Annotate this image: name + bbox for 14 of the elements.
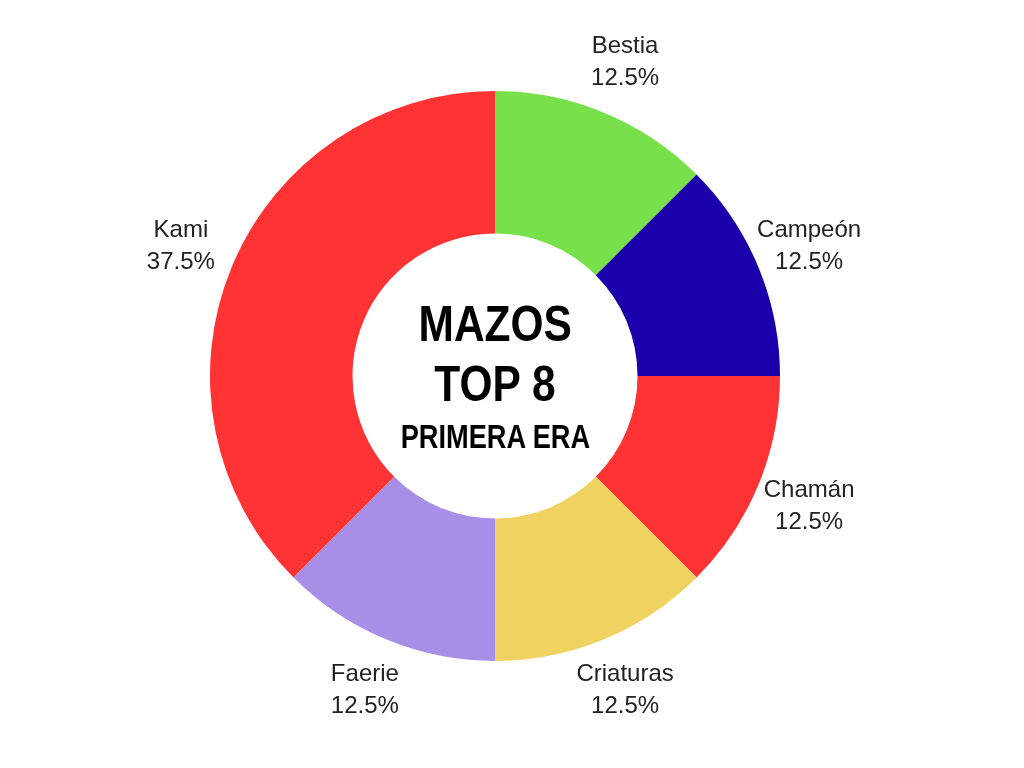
- data-label: 12.5%: [591, 62, 660, 90]
- data-label: 12.5%: [330, 690, 399, 718]
- slice-label: Faerie: [330, 658, 399, 686]
- text: PRIMERA ERA: [400, 416, 590, 457]
- slice-label: Bestia: [591, 30, 660, 58]
- slice-label: Campeón: [757, 214, 862, 242]
- slice-label: Chamán: [763, 474, 855, 502]
- data-label: 12.5%: [591, 690, 660, 718]
- data-label: 12.5%: [775, 246, 844, 274]
- data-label: 12.5%: [775, 506, 844, 534]
- data-label: 37.5%: [146, 246, 215, 274]
- slice-label: Kami: [153, 214, 209, 242]
- text: MAZOS TOP 8: [418, 295, 572, 414]
- slice-label: Criaturas: [576, 658, 674, 686]
